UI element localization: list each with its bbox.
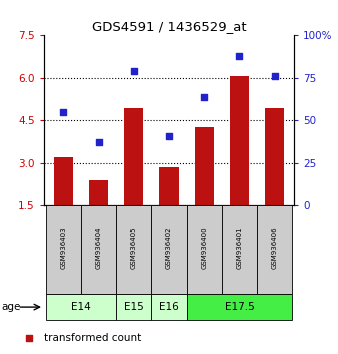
Point <box>26 335 32 341</box>
Point <box>61 109 66 115</box>
Point <box>201 94 207 99</box>
Text: GSM936402: GSM936402 <box>166 227 172 269</box>
Bar <box>89 181 108 205</box>
Bar <box>230 76 249 205</box>
Text: GSM936403: GSM936403 <box>60 227 66 269</box>
Bar <box>187 294 292 320</box>
Bar <box>124 108 143 205</box>
Point <box>166 133 172 138</box>
Point <box>272 73 277 79</box>
Text: age: age <box>2 302 21 312</box>
Text: E15: E15 <box>124 302 144 312</box>
Text: E17.5: E17.5 <box>224 302 254 312</box>
Bar <box>159 167 179 205</box>
Bar <box>195 127 214 205</box>
Bar <box>187 205 222 294</box>
Bar <box>54 156 73 205</box>
Text: GSM936400: GSM936400 <box>201 227 207 269</box>
Title: GDS4591 / 1436529_at: GDS4591 / 1436529_at <box>92 20 246 33</box>
Point <box>131 68 137 74</box>
Bar <box>116 205 151 294</box>
Text: E14: E14 <box>71 302 91 312</box>
Bar <box>81 205 116 294</box>
Bar <box>116 294 151 320</box>
Text: GSM936404: GSM936404 <box>96 227 101 269</box>
Bar <box>265 108 284 205</box>
Text: GSM936405: GSM936405 <box>131 227 137 269</box>
Text: GSM936401: GSM936401 <box>237 227 242 269</box>
Text: GSM936406: GSM936406 <box>272 227 278 269</box>
Bar <box>46 294 116 320</box>
Bar <box>257 205 292 294</box>
Point <box>237 53 242 59</box>
Bar <box>151 294 187 320</box>
Bar <box>151 205 187 294</box>
Point <box>96 139 101 145</box>
Bar <box>46 205 81 294</box>
Text: E16: E16 <box>159 302 179 312</box>
Text: transformed count: transformed count <box>44 333 142 343</box>
Bar <box>222 205 257 294</box>
